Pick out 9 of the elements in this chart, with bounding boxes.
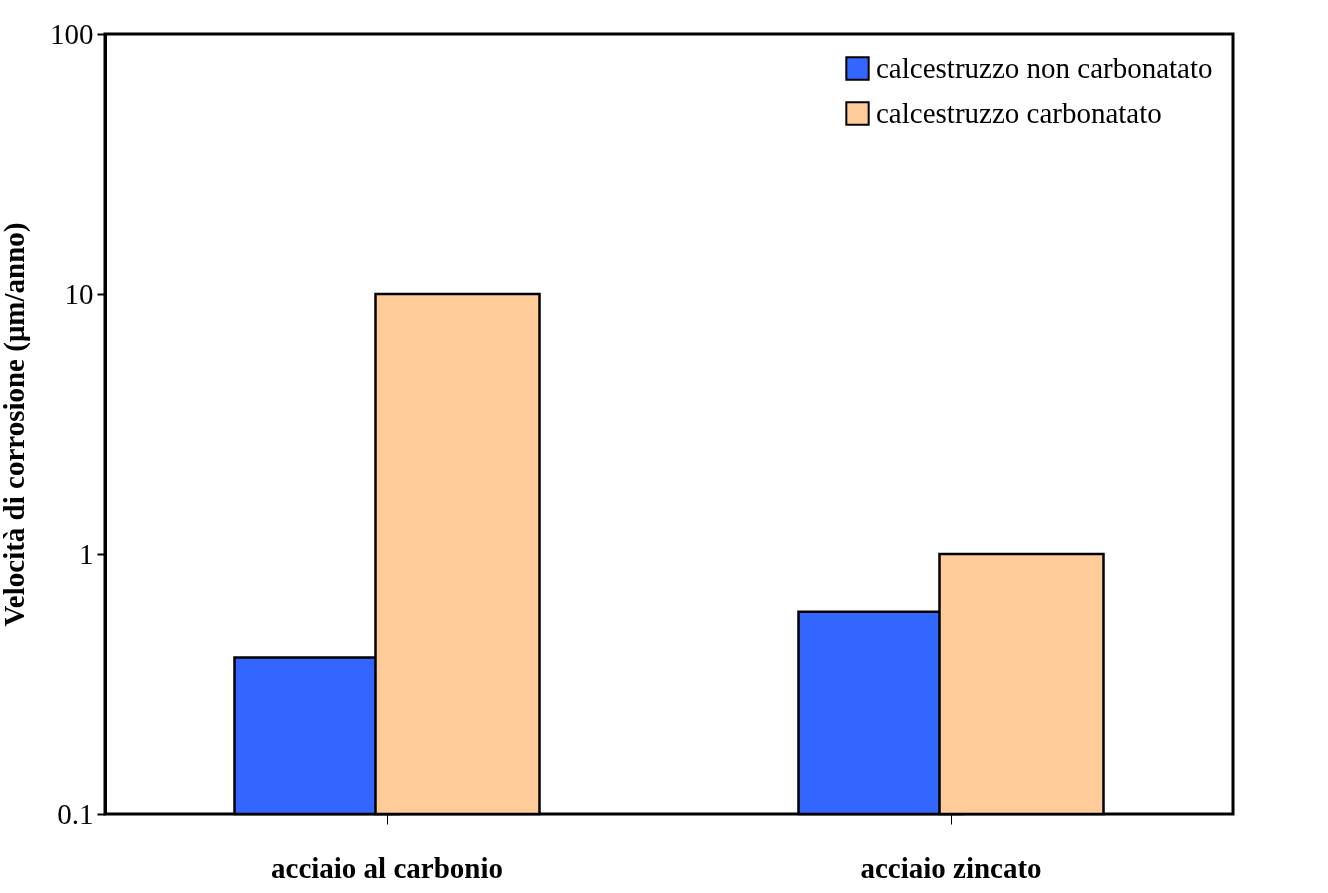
y-tick-label: 1 [79, 537, 94, 570]
y-tick-label: 100 [50, 17, 94, 50]
x-tick-label: acciaio al carbonio [271, 851, 503, 884]
legend-label: calcestruzzo carbonatato [876, 96, 1162, 129]
y-axis-title: Velocità di corrosione (μm/anno) [0, 222, 31, 627]
y-tick-label: 10 [64, 277, 94, 310]
y-tick-label: 0.1 [57, 797, 94, 830]
legend-label: calcestruzzo non carbonatato [876, 51, 1213, 84]
x-tick-label: acciaio zincato [860, 851, 1042, 884]
